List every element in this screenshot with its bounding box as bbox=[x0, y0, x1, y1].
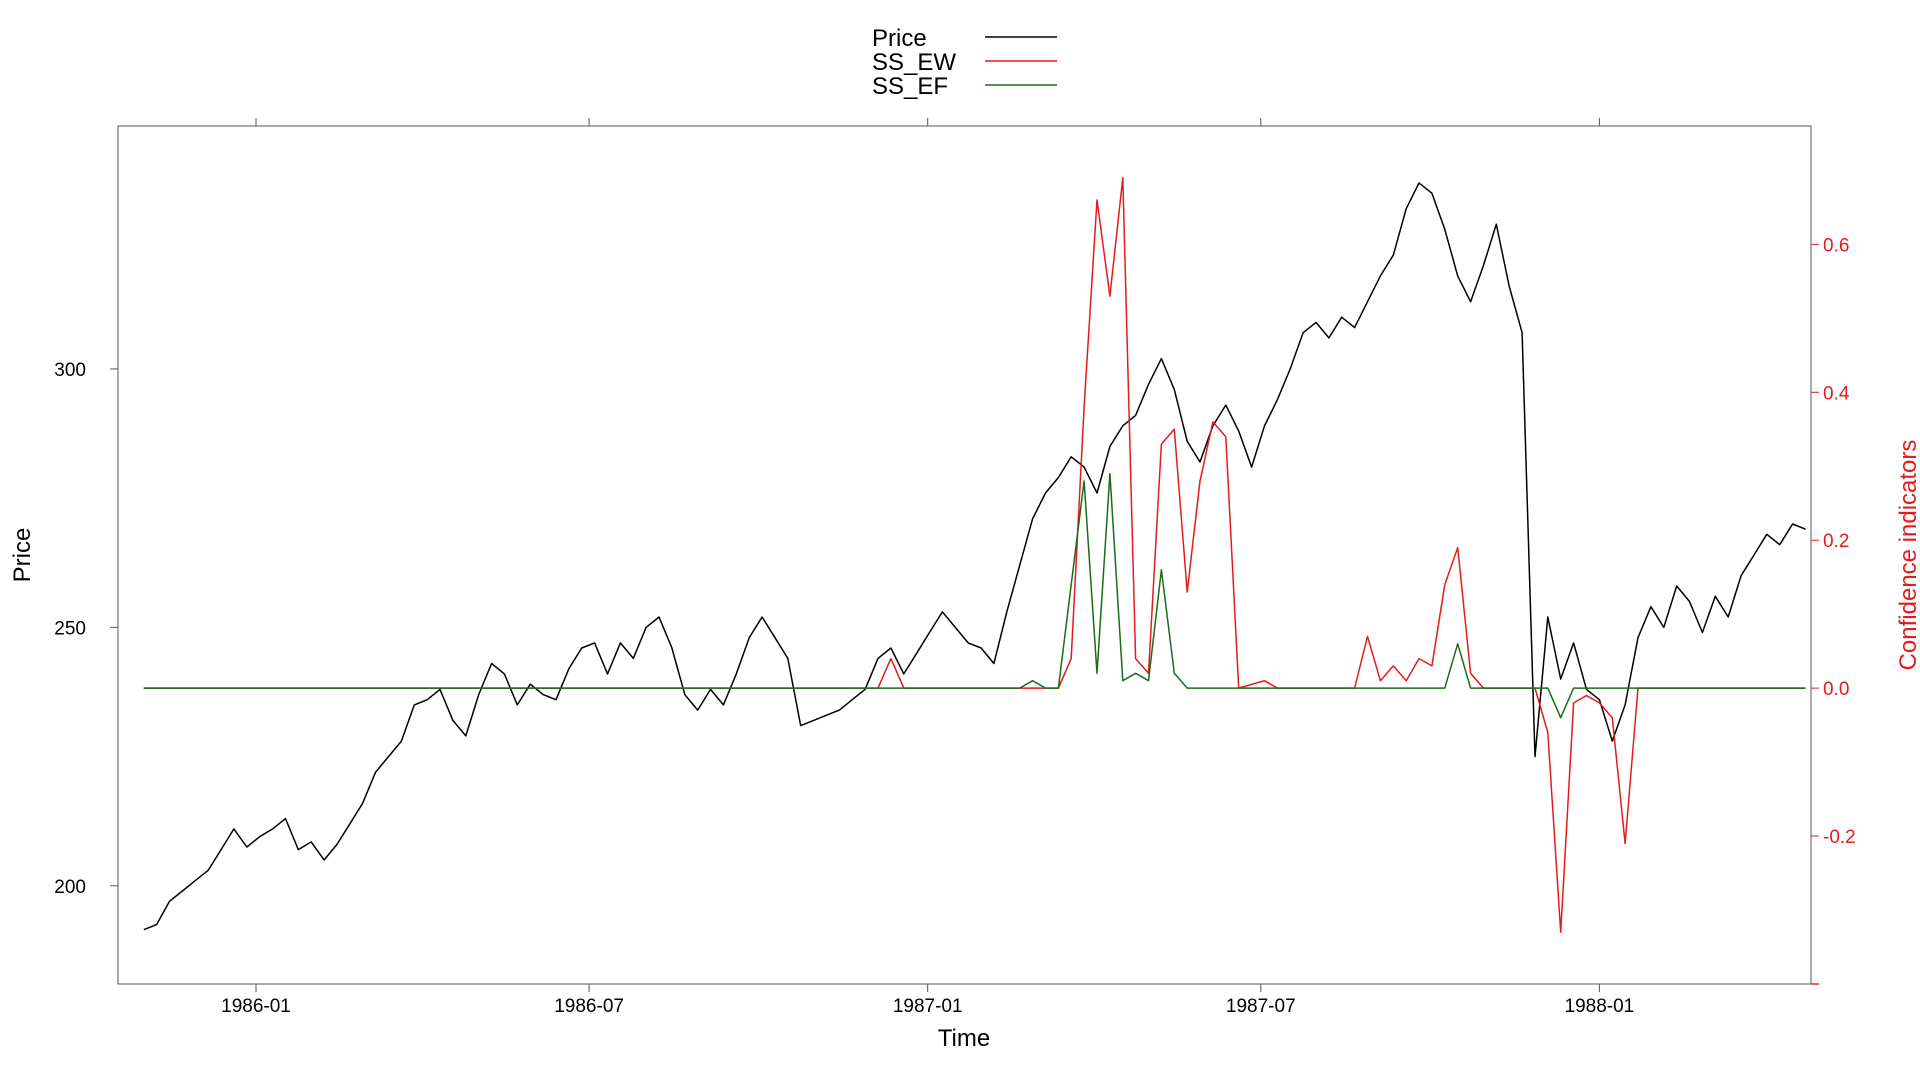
series-line-ss-ef bbox=[143, 472, 1806, 719]
legend-label-price: Price bbox=[872, 25, 927, 52]
x-axis: 1986-01 1986-07 1987-01 1987-07 1988-01 bbox=[221, 118, 1634, 1017]
x-tick-label: 1987-01 bbox=[893, 996, 963, 1017]
y-tick-label: 300 bbox=[54, 360, 86, 381]
y2-axis-title: Confidence indicators bbox=[1895, 440, 1920, 671]
y-tick-label: 250 bbox=[54, 618, 86, 639]
y-axis: 200 250 300 bbox=[54, 360, 118, 898]
y-axis-title: Price bbox=[9, 528, 36, 583]
x-tick-label: 1986-01 bbox=[221, 996, 291, 1017]
series-line-ss-ew bbox=[143, 177, 1806, 933]
legend-label-ss-ef: SS_EF bbox=[872, 73, 948, 100]
y2-tick-label: 0.6 bbox=[1823, 235, 1849, 256]
legend: Price SS_EW SS_EF bbox=[872, 25, 1057, 100]
x-tick-label: 1987-07 bbox=[1226, 996, 1296, 1017]
y2-axis: -0.2 0.0 0.2 0.4 0.6 bbox=[1811, 235, 1856, 985]
x-tick-label: 1986-07 bbox=[554, 996, 624, 1017]
series-line-price bbox=[143, 182, 1806, 931]
series-layer bbox=[143, 177, 1806, 933]
x-tick-label: 1988-01 bbox=[1565, 996, 1635, 1017]
plot-frame bbox=[117, 125, 1812, 985]
y2-tick-label: 0.2 bbox=[1823, 531, 1849, 552]
y2-tick-label: 0.4 bbox=[1823, 383, 1850, 404]
y-tick-label: 200 bbox=[54, 877, 86, 898]
legend-label-ss-ew: SS_EW bbox=[872, 49, 956, 76]
y2-tick-label: -0.2 bbox=[1823, 827, 1856, 848]
y2-tick-label: 0.0 bbox=[1823, 679, 1849, 700]
x-axis-title: Time bbox=[938, 1025, 990, 1052]
